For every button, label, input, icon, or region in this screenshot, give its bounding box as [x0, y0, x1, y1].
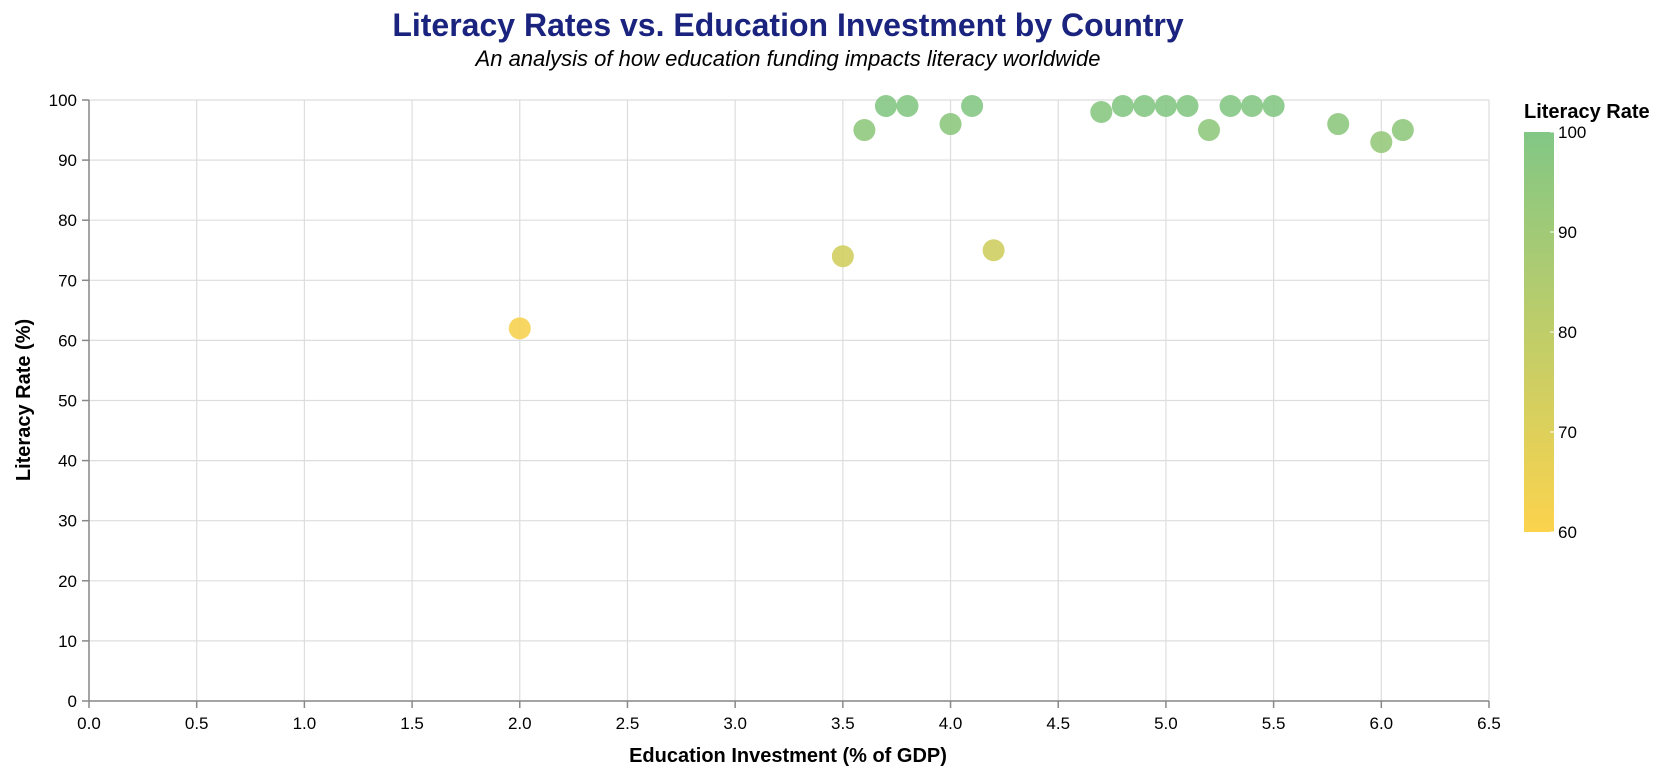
chart-title: Literacy Rates vs. Education Investment … — [392, 7, 1184, 43]
legend-tick-label: 70 — [1558, 423, 1577, 442]
data-point — [1327, 113, 1350, 136]
data-point — [853, 119, 876, 142]
data-point — [1391, 119, 1414, 142]
y-tick-label: 60 — [58, 331, 77, 350]
y-tick-label: 80 — [58, 211, 77, 230]
y-tick-label: 70 — [58, 271, 77, 290]
data-point — [1090, 101, 1113, 124]
x-tick-label: 2.0 — [508, 714, 532, 733]
x-axis-title: Education Investment (% of GDP) — [629, 745, 947, 767]
x-tick-label: 3.5 — [831, 714, 855, 733]
data-point — [961, 95, 984, 118]
axes: 0.0 0.5 1.0 1.5 2.0 2.5 3.0 3.5 4.0 4.5 5.0 5.5 6.0 6… — [49, 91, 1501, 733]
data-points — [508, 95, 1414, 340]
legend-tick-label: 80 — [1558, 323, 1577, 342]
data-point — [939, 113, 962, 136]
legend: Literacy Rate 100 90 80 70 60 — [1524, 101, 1650, 542]
x-tick-label: 5.0 — [1154, 714, 1178, 733]
legend-tick-label: 100 — [1558, 123, 1586, 142]
legend-gradient-bar — [1524, 132, 1554, 532]
data-point — [896, 95, 919, 118]
data-point — [1198, 119, 1220, 142]
y-tick-label: 30 — [58, 512, 77, 531]
x-tick-label: 4.5 — [1046, 714, 1070, 733]
data-point — [1370, 131, 1393, 154]
y-tick-label: 0 — [68, 692, 77, 711]
x-tick-label: 6.0 — [1369, 714, 1393, 733]
x-tick-label: 5.5 — [1262, 714, 1286, 733]
x-tick-label: 6.5 — [1477, 714, 1501, 733]
y-tick-label: 100 — [49, 91, 77, 110]
x-tick-label: 1.5 — [400, 714, 424, 733]
data-point — [1154, 95, 1177, 118]
x-tick-label: 1.0 — [293, 714, 317, 733]
x-tick-label: 3.0 — [723, 714, 747, 733]
y-tick-label: 40 — [58, 452, 77, 471]
legend-title: Literacy Rate — [1524, 101, 1650, 123]
y-tick-label: 50 — [58, 392, 77, 411]
legend-tick-label: 60 — [1558, 523, 1577, 542]
data-point — [508, 317, 531, 340]
x-tick-label: 2.5 — [616, 714, 640, 733]
legend-tick-label: 90 — [1558, 223, 1577, 242]
x-tick-label: 4.0 — [939, 714, 963, 733]
data-point — [1241, 95, 1264, 118]
data-point — [1219, 95, 1242, 118]
data-point — [874, 95, 897, 118]
data-point — [1111, 95, 1134, 118]
y-tick-label: 10 — [58, 632, 77, 651]
chart-subtitle: An analysis of how education funding imp… — [474, 46, 1101, 71]
data-point — [1133, 95, 1156, 118]
x-tick-label: 0.0 — [77, 714, 101, 733]
data-point — [1262, 95, 1285, 118]
x-tick-label: 0.5 — [185, 714, 209, 733]
grid — [88, 99, 1490, 702]
y-axis-title: Literacy Rate (%) — [13, 319, 35, 481]
data-point — [982, 239, 1005, 262]
y-tick-label: 90 — [58, 151, 77, 170]
data-point — [831, 245, 854, 268]
data-point — [1176, 95, 1199, 118]
y-tick-label: 20 — [58, 572, 77, 591]
